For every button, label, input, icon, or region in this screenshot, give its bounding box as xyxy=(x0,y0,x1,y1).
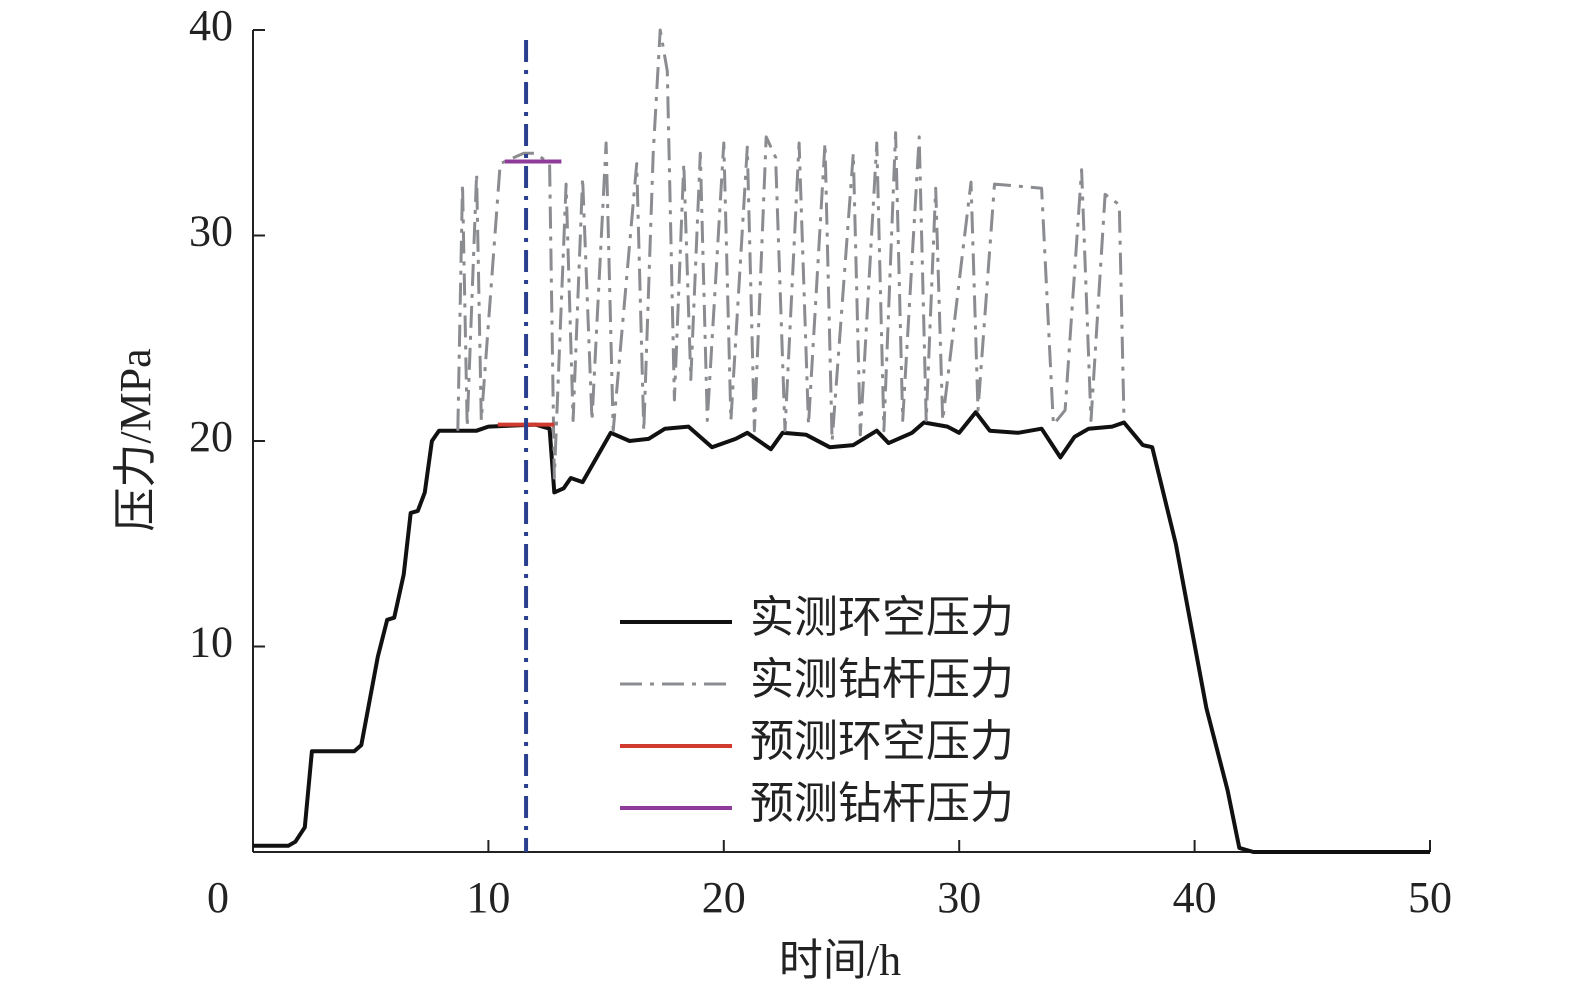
y-tick-label: 20 xyxy=(189,412,233,461)
x-tick-label: 0 xyxy=(207,873,229,922)
x-tick-label: 30 xyxy=(937,873,981,922)
series-line xyxy=(456,28,1126,480)
x-tick-label: 20 xyxy=(702,873,746,922)
x-tick-label: 40 xyxy=(1173,873,1217,922)
series-line xyxy=(253,410,1430,854)
x-tick-label: 10 xyxy=(466,873,510,922)
y-axis-label: 压力/MPa xyxy=(111,348,160,531)
x-axis-label: 时间/h xyxy=(779,936,901,985)
legend-label: 实测钻杆压力 xyxy=(750,655,1014,704)
legend-label: 实测环空压力 xyxy=(750,593,1014,642)
y-tick-label: 40 xyxy=(189,1,233,50)
legend-label: 预测环空压力 xyxy=(750,717,1014,766)
y-tick-label: 10 xyxy=(189,618,233,667)
y-tick-label: 30 xyxy=(189,207,233,256)
x-tick-label: 50 xyxy=(1408,873,1452,922)
legend-label: 预测钻杆压力 xyxy=(750,779,1014,828)
